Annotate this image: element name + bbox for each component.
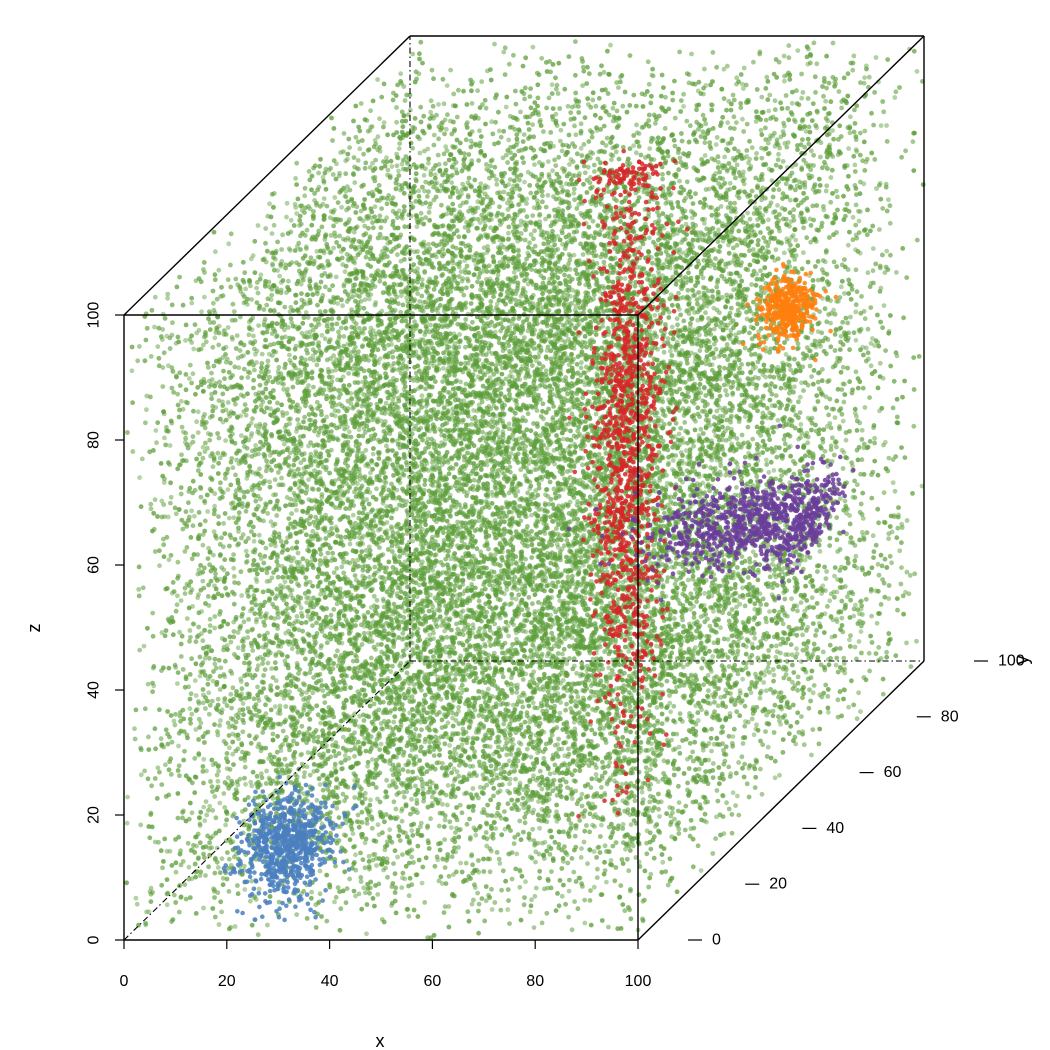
y-tick-label: 100 [998,653,1025,670]
x-tick-label: 60 [424,973,442,990]
y-axis-title: y [1012,656,1032,665]
y-tick-label: 80 [941,708,959,725]
z-axis-title: z [24,624,44,633]
series-0 [124,39,926,941]
x-axis-title: x [376,1031,385,1050]
z-tick-label: 100 [86,302,103,329]
z-tick-label: 40 [86,681,103,699]
x-tick-label: 40 [321,973,339,990]
x-tick-label: 80 [526,973,544,990]
series-4 [221,774,359,923]
data-points [124,39,926,941]
box-edge [637,660,925,941]
z-tick-label: 0 [86,935,103,944]
y-tick-label: 0 [712,932,721,949]
series-2 [566,423,856,603]
x-tick-label: 0 [120,973,129,990]
series-1 [567,148,690,819]
plot-box [123,35,925,941]
series-3 [740,261,839,363]
box-edge [123,35,411,316]
y-tick-label: 20 [769,876,787,893]
y-tick-label: 40 [826,820,844,837]
z-tick-label: 80 [86,431,103,449]
z-tick-label: 60 [86,556,103,574]
x-tick-label: 20 [218,973,236,990]
x-tick-label: 100 [625,973,652,990]
y-tick-label: 60 [884,764,902,781]
box-edge [637,35,925,316]
z-tick-label: 20 [86,806,103,824]
